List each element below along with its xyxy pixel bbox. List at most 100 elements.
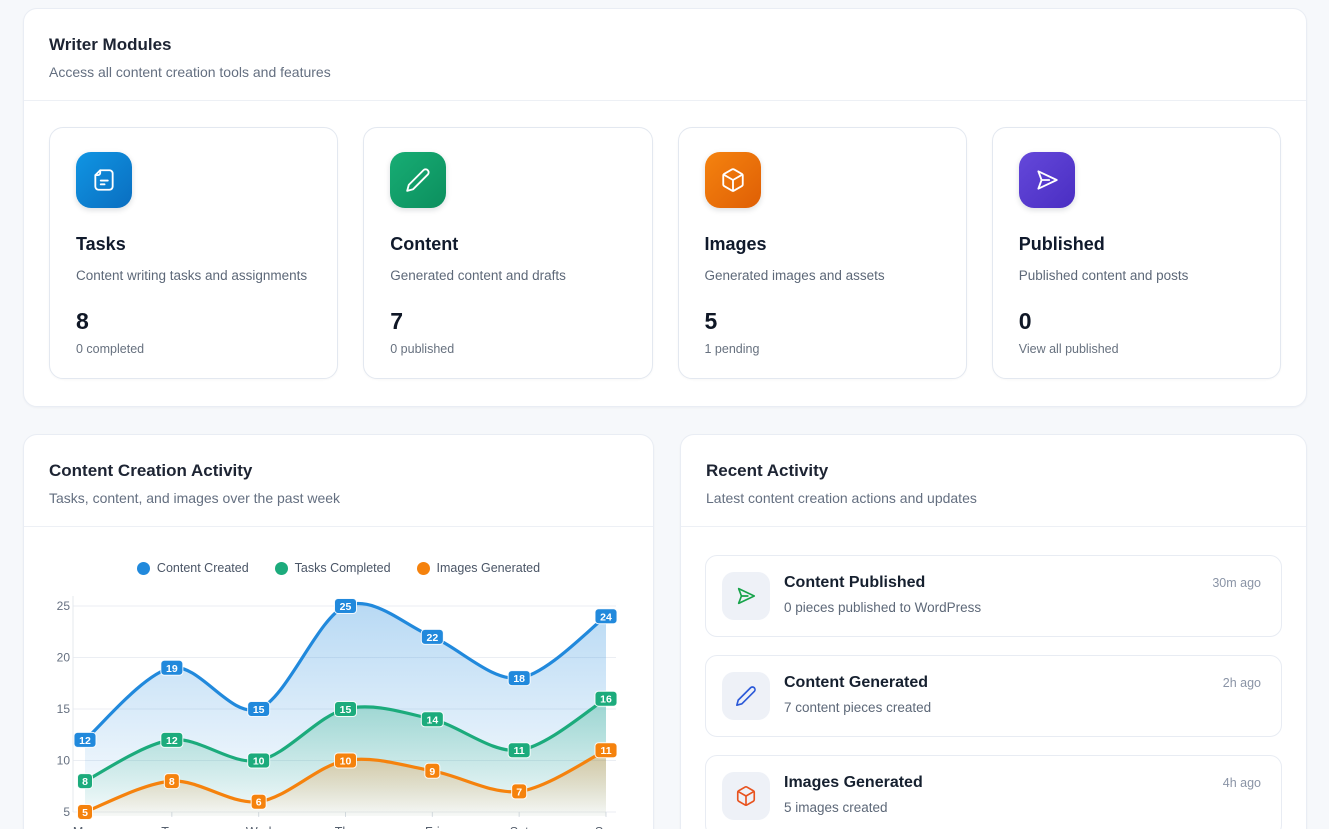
recent-activity-panel: Recent Activity Latest content creation … — [680, 434, 1307, 829]
module-count: 0 — [1018, 308, 1032, 335]
module-title: Tasks — [76, 234, 126, 254]
writer-modules-header: Writer Modules Access all content creati… — [24, 9, 1306, 100]
module-card-published[interactable]: Published Published content and posts 0 … — [991, 127, 1281, 380]
chart-panel-title: Content Creation Activity — [49, 461, 253, 481]
legend-dot — [274, 561, 288, 575]
module-title: Content — [390, 234, 459, 254]
svg-text:Thu: Thu — [335, 825, 357, 829]
svg-text:10: 10 — [57, 754, 71, 768]
activity-line-chart: 25 20 15 10 5 Mon Tue Wed Thu Fri Sat Sun 12 19 15 25 22… — [57, 596, 618, 829]
svg-text:11: 11 — [600, 745, 611, 757]
svg-text:12: 12 — [166, 735, 178, 747]
module-description: Content writing tasks and assignments — [76, 268, 308, 283]
module-description: Published content and posts — [1018, 268, 1189, 283]
module-description: Generated content and drafts — [390, 268, 566, 283]
pencil-icon — [390, 152, 447, 208]
bottom-row: Content Creation Activity Tasks, content… — [23, 434, 1307, 829]
activity-text: Content Generated 7 content pieces creat… — [784, 672, 931, 715]
svg-text:Tue: Tue — [161, 825, 182, 829]
recent-activity-header: Recent Activity Latest content creation … — [681, 435, 1306, 526]
activity-text: Content Published 0 pieces published to … — [784, 572, 981, 615]
svg-text:24: 24 — [600, 612, 612, 624]
activity-title: Content Published — [784, 574, 926, 592]
svg-text:7: 7 — [516, 787, 522, 799]
activity-list: Content Published 0 pieces published to … — [681, 527, 1306, 829]
svg-text:Wed: Wed — [246, 825, 272, 829]
svg-text:11: 11 — [514, 745, 525, 757]
legend-item-images-generated[interactable]: Images Generated — [416, 561, 541, 576]
svg-text:20: 20 — [57, 651, 71, 665]
activity-item-content-published[interactable]: Content Published 0 pieces published to … — [705, 555, 1282, 638]
svg-text:15: 15 — [253, 704, 265, 716]
svg-text:10: 10 — [253, 756, 265, 768]
content-creation-activity-panel: Content Creation Activity Tasks, content… — [23, 434, 654, 829]
module-count: 7 — [390, 308, 404, 335]
recent-activity-title: Recent Activity — [706, 461, 829, 481]
svg-text:8: 8 — [169, 776, 175, 788]
legend-label: Tasks Completed — [294, 561, 391, 576]
svg-text:6: 6 — [256, 797, 262, 809]
svg-text:Mon: Mon — [73, 825, 97, 829]
legend-dot — [416, 561, 430, 575]
legend-item-content-created[interactable]: Content Created — [136, 561, 249, 576]
module-footnote: 0 published — [390, 342, 455, 357]
activity-item-content-generated[interactable]: Content Generated 7 content pieces creat… — [705, 655, 1282, 738]
activity-item-images-generated[interactable]: Images Generated 5 images created 4h ago — [705, 755, 1282, 829]
legend-dot — [136, 561, 150, 575]
module-count: 5 — [704, 308, 718, 335]
module-count: 8 — [76, 308, 89, 335]
svg-text:8: 8 — [82, 776, 88, 788]
activity-description: 7 content pieces created — [784, 700, 932, 716]
svg-text:15: 15 — [57, 702, 71, 716]
activity-description: 5 images created — [784, 800, 888, 816]
send-icon — [1018, 152, 1075, 208]
svg-text:19: 19 — [166, 663, 178, 675]
activity-text: Images Generated 5 images created — [784, 772, 923, 815]
svg-text:12: 12 — [79, 735, 91, 747]
svg-text:Fri: Fri — [425, 825, 440, 829]
legend-label: Content Created — [156, 561, 249, 576]
activity-title: Content Generated — [784, 674, 929, 692]
module-description: Generated images and assets — [704, 268, 885, 283]
svg-text:18: 18 — [513, 673, 525, 685]
svg-text:16: 16 — [600, 694, 612, 706]
activity-timestamp: 4h ago — [1222, 776, 1261, 791]
svg-text:15: 15 — [340, 704, 352, 716]
document-icon — [76, 152, 132, 208]
svg-text:22: 22 — [426, 632, 438, 644]
activity-title: Images Generated — [784, 774, 923, 792]
module-card-tasks[interactable]: Tasks Content writing tasks and assignme… — [49, 127, 339, 380]
pencil-icon — [722, 672, 770, 721]
cube-icon — [722, 772, 770, 821]
activity-timestamp: 30m ago — [1212, 576, 1261, 591]
module-footnote: 1 pending — [704, 342, 760, 357]
modules-grid: Tasks Content writing tasks and assignme… — [24, 101, 1306, 406]
module-card-images[interactable]: Images Generated images and assets 5 1 p… — [677, 127, 967, 380]
svg-text:Sat: Sat — [510, 825, 529, 829]
legend-item-tasks-completed[interactable]: Tasks Completed — [274, 561, 391, 576]
module-card-content[interactable]: Content Generated content and drafts 7 0… — [363, 127, 653, 380]
module-title: Published — [1018, 234, 1105, 254]
activity-description: 0 pieces published to WordPress — [784, 600, 982, 616]
page-title: Writer Modules — [49, 35, 172, 54]
page-subtitle: Access all content creation tools and fe… — [49, 64, 331, 80]
svg-text:25: 25 — [340, 601, 352, 613]
header-divider — [24, 100, 1306, 101]
header-divider — [24, 526, 653, 528]
chart-legend: Content Created Tasks Completed Images G… — [24, 561, 653, 575]
recent-activity-subtitle: Latest content creation actions and upda… — [706, 490, 977, 507]
send-icon — [722, 572, 770, 621]
svg-text:25: 25 — [57, 599, 71, 613]
svg-text:5: 5 — [63, 805, 70, 819]
legend-label: Images Generated — [436, 561, 541, 576]
svg-text:Sun: Sun — [595, 825, 617, 829]
cube-icon — [704, 152, 761, 208]
svg-text:5: 5 — [82, 807, 88, 819]
svg-text:10: 10 — [340, 756, 352, 768]
module-footnote: 0 completed — [76, 342, 145, 357]
activity-timestamp: 2h ago — [1222, 676, 1261, 691]
svg-text:14: 14 — [426, 715, 438, 727]
module-footnote: View all published — [1018, 342, 1119, 357]
chart-panel-header: Content Creation Activity Tasks, content… — [24, 435, 653, 526]
